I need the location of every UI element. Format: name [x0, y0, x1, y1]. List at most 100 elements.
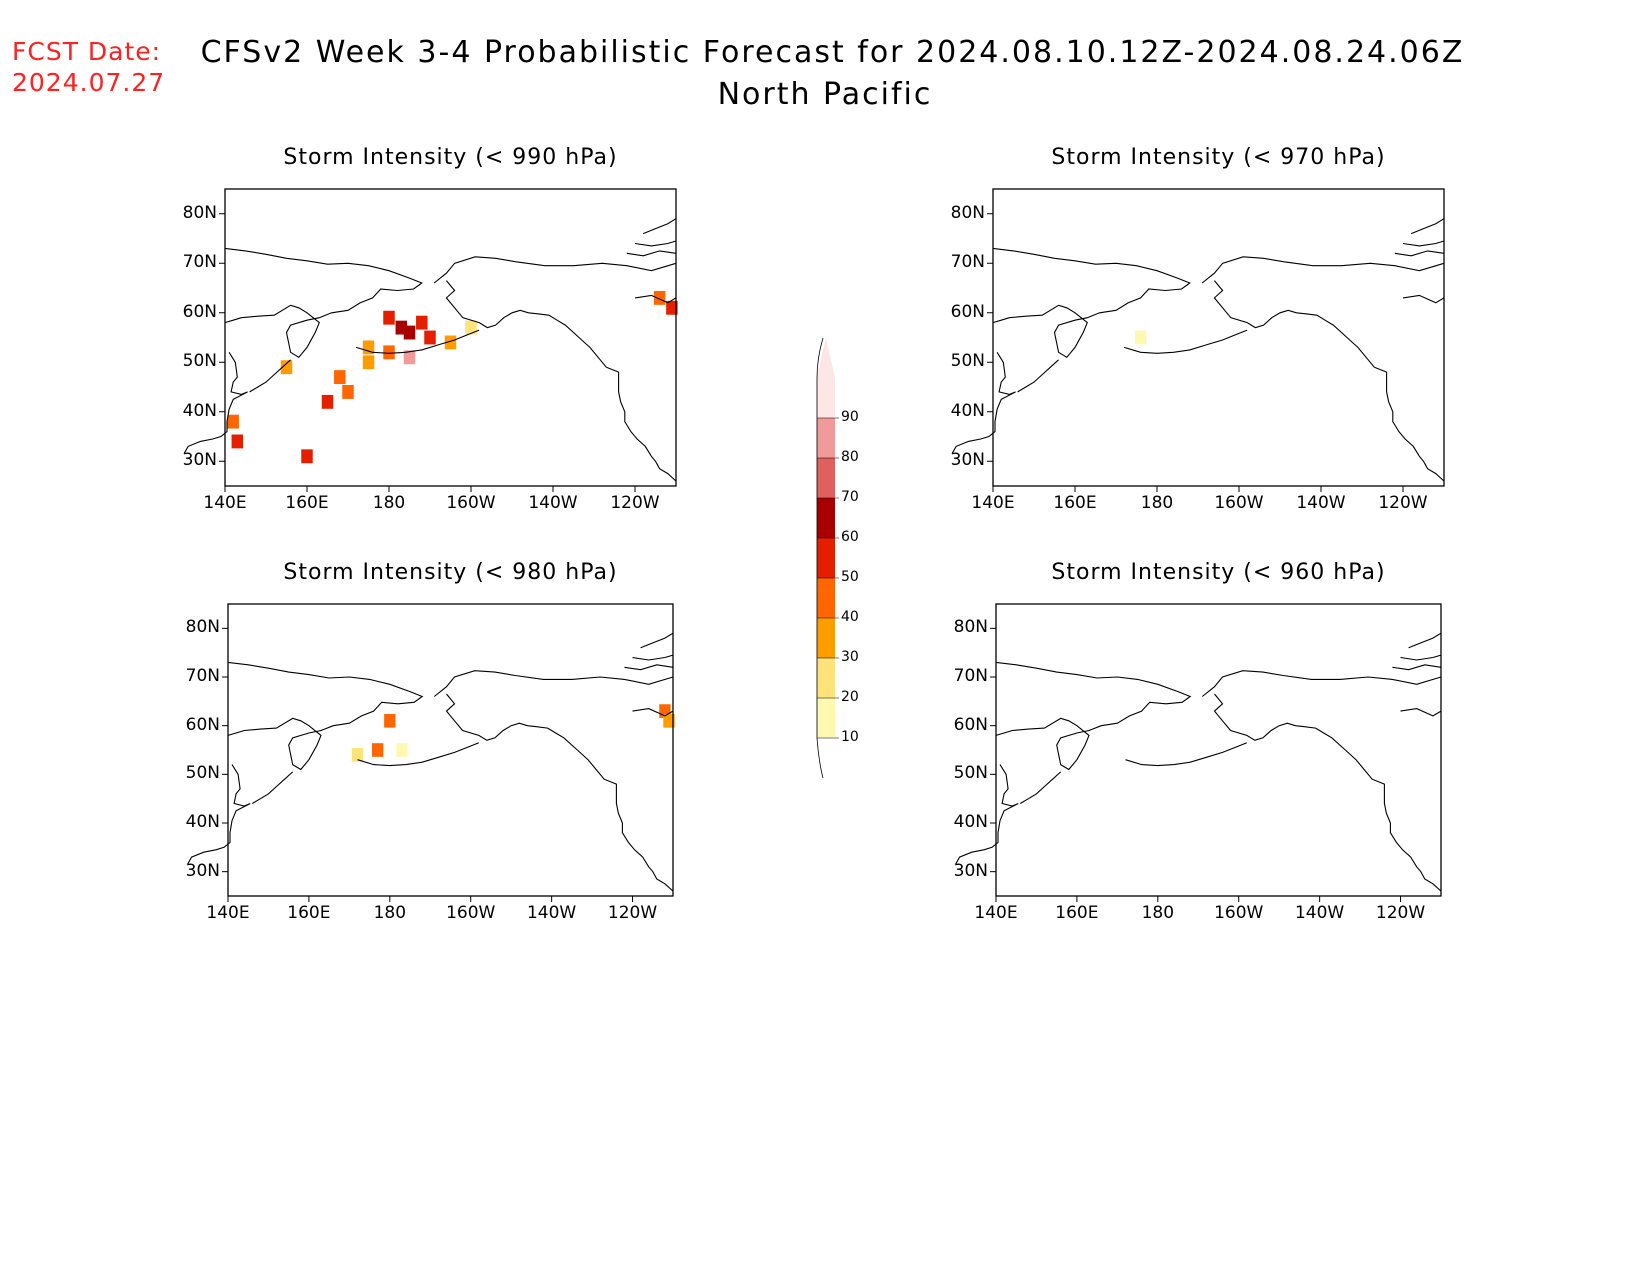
x-tick-label: 160E	[1055, 903, 1099, 923]
coastline	[1400, 654, 1442, 661]
panel-970hpa: Storm Intensity (< 970 hPa) 80N 70N 60N 50N…	[951, 145, 1445, 513]
x-tick-label: 180	[1141, 903, 1175, 923]
y-tick-label: 30N	[182, 450, 217, 471]
map-canvas	[187, 603, 675, 902]
coastline	[632, 708, 674, 717]
coastline	[1125, 742, 1248, 767]
x-tick-label: 140W	[528, 493, 578, 513]
panel-title: Storm Intensity (< 970 hPa)	[1051, 145, 1386, 170]
y-tick-label: 60N	[185, 714, 220, 735]
x-tick-label: 140E	[203, 493, 247, 513]
y-tick-label: 50N	[953, 763, 988, 784]
probability-cell	[351, 748, 364, 762]
x-tick-label: 140W	[1296, 493, 1346, 513]
x-tick-label: 120W	[610, 493, 660, 513]
y-tick-label: 60N	[953, 714, 988, 735]
probability-cell	[424, 330, 436, 345]
colorbar-swatch	[817, 498, 835, 538]
probability-cell	[396, 743, 408, 757]
x-tick-label: 160E	[1053, 493, 1097, 513]
title-line-2: North Pacific	[717, 77, 933, 112]
probability-cell	[403, 350, 416, 365]
x-tick-label: 140W	[526, 903, 577, 923]
coastline	[356, 329, 480, 354]
colorbar-swatch	[817, 658, 835, 698]
probability-cell	[334, 370, 346, 385]
panel-title: Storm Intensity (< 980 hPa)	[283, 560, 618, 585]
colorbar-swatch	[817, 538, 835, 578]
probability-cell	[465, 320, 477, 335]
title-line-1: CFSv2 Week 3-4 Probabilistic Forecast fo…	[200, 35, 1465, 70]
x-tick-label: 140W	[1294, 903, 1345, 923]
y-tick-label: 70N	[950, 252, 985, 273]
coastline	[951, 352, 1016, 455]
coastline	[187, 764, 251, 865]
x-tick-label: 160W	[446, 493, 496, 513]
x-tick-label: 140E	[971, 493, 1015, 513]
figure-title: CFSv2 Week 3-4 Probabilistic Forecast fo…	[0, 32, 1650, 116]
probability-cell	[1134, 330, 1147, 345]
x-tick-label: 140E	[206, 903, 250, 923]
probability-cell	[321, 394, 334, 409]
map-frame	[995, 603, 1442, 897]
coastline	[445, 693, 674, 892]
coastline	[1410, 218, 1445, 235]
colorbar-swatch	[817, 618, 835, 658]
panel-960hpa: Storm Intensity (< 960 hPa) 80N 70N 60N 50N…	[954, 560, 1442, 923]
colorbar-label: 20	[841, 689, 859, 705]
probability-cell	[666, 300, 678, 315]
y-tick-label: 50N	[185, 763, 220, 784]
probability-cell	[395, 320, 408, 335]
map-canvas	[955, 603, 1442, 902]
probability-cell	[227, 414, 239, 429]
probability-cell	[384, 713, 396, 728]
probability-cell	[663, 713, 675, 728]
colorbar-bottom-end	[816, 737, 824, 779]
y-tick-label: 70N	[185, 666, 220, 686]
coastline	[445, 280, 677, 482]
probability-cell	[362, 340, 375, 355]
coastline	[1017, 359, 1059, 393]
probability-cell	[383, 310, 395, 325]
y-tick-label: 80N	[950, 202, 985, 223]
x-tick-label: 180	[372, 493, 406, 513]
panel-990hpa: Storm Intensity (< 990 hPa) 80N 70N 60N 50N…	[183, 145, 678, 513]
y-tick-label: 40N	[185, 812, 220, 832]
x-tick-label: 160W	[446, 903, 496, 923]
y-tick-label: 40N	[953, 812, 988, 832]
colorbar-top-end	[817, 338, 835, 378]
coastline	[1213, 280, 1445, 482]
coastline	[1394, 250, 1445, 257]
x-tick-label: 180	[373, 903, 407, 923]
coastline	[433, 256, 677, 284]
map-frame	[992, 188, 1445, 487]
forecast-date: FCST Date: 2024.07.27	[12, 36, 165, 98]
coastline	[1213, 693, 1442, 892]
fcst-date-label: FCST Date:	[12, 37, 162, 66]
colorbar-label: 70	[841, 489, 859, 505]
y-tick-label: 30N	[953, 860, 988, 881]
coastline	[1402, 294, 1445, 304]
probability-cell	[362, 355, 375, 370]
panel-980hpa: Storm Intensity (< 980 hPa) 80N 70N 60N 50N…	[186, 560, 675, 923]
y-tick-label: 30N	[950, 450, 985, 471]
coastline	[1402, 240, 1445, 247]
coastline	[1408, 632, 1442, 649]
coastline	[634, 294, 677, 304]
coastline	[252, 771, 294, 804]
x-tick-label: 160W	[1214, 493, 1264, 513]
coastline	[995, 661, 1192, 771]
coastline	[224, 247, 423, 359]
coastline	[357, 742, 480, 767]
colorbar-label: 90	[841, 409, 859, 425]
colorbar-swatch	[817, 578, 835, 618]
colorbar-swatch	[817, 698, 835, 738]
colorbar-svg	[816, 337, 839, 779]
colorbar-label: 10	[841, 729, 859, 745]
x-tick-label: 180	[1140, 493, 1174, 513]
probability-cell	[659, 704, 671, 718]
colorbar-legend: 10 20 30 40 50 60 70 80 90	[795, 337, 875, 779]
x-tick-label: 160E	[287, 903, 331, 923]
colorbar-swatch	[817, 458, 835, 498]
y-tick-label: 50N	[950, 351, 985, 372]
